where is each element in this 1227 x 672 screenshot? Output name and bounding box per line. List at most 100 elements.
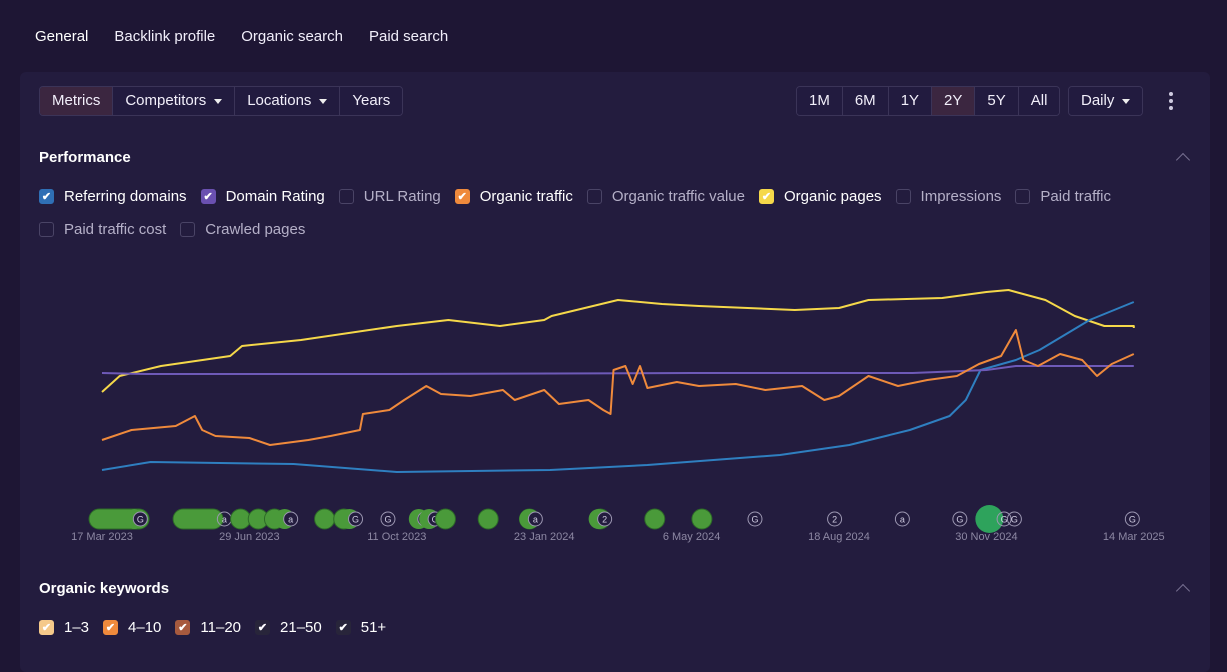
x-tick-label: 11 Oct 2023 bbox=[367, 531, 426, 543]
range-2y[interactable]: 2Y bbox=[932, 87, 976, 115]
checkbox-box: ✔ bbox=[200, 189, 216, 204]
event-marker[interactable] bbox=[644, 508, 666, 530]
checkbox-box bbox=[1015, 189, 1031, 204]
checkbox-box bbox=[338, 189, 354, 204]
series-line-organic-pages bbox=[101, 289, 1135, 393]
event-icon[interactable] bbox=[283, 511, 299, 527]
interval-dropdown[interactable]: Daily bbox=[1068, 86, 1144, 116]
series-line-domain-rating bbox=[101, 365, 1134, 375]
event-icon[interactable] bbox=[952, 511, 968, 527]
checkbox-url-rating[interactable]: URL Rating bbox=[338, 188, 441, 205]
metrics-button[interactable]: Metrics bbox=[40, 87, 114, 115]
performance-chart[interactable]: 17 Mar 2023 29 Jun 2023 11 Oct 2023 23 Jan … bbox=[0, 0, 1227, 560]
event-icon[interactable] bbox=[996, 511, 1012, 527]
checkbox-label: 1–3 bbox=[64, 619, 90, 636]
checkbox-box: ✔ bbox=[175, 620, 191, 635]
checkbox-domain-rating[interactable]: ✔ Domain Rating bbox=[200, 188, 325, 205]
checkbox-impressions[interactable]: Impressions bbox=[895, 188, 1002, 205]
event-marker[interactable] bbox=[477, 508, 499, 530]
checkbox-position-1[interactable]: ✔ 4–10 bbox=[103, 619, 161, 636]
event-icon-label: a bbox=[222, 515, 227, 525]
range-all[interactable]: All bbox=[1018, 87, 1060, 115]
checkbox-label: Crawled pages bbox=[205, 221, 306, 238]
checkbox-paid-traffic-cost[interactable]: Paid traffic cost bbox=[39, 221, 166, 238]
checkbox-paid-traffic[interactable]: Paid traffic bbox=[1015, 188, 1111, 205]
event-marker[interactable] bbox=[230, 508, 252, 530]
event-marker[interactable] bbox=[314, 508, 336, 530]
event-icon[interactable] bbox=[597, 511, 613, 527]
event-icon-label: G bbox=[1129, 515, 1136, 525]
event-marker[interactable] bbox=[975, 505, 1004, 533]
event-icon[interactable] bbox=[747, 511, 763, 527]
organic-keywords-title: Organic keywords bbox=[39, 580, 170, 597]
event-icon-label: G bbox=[1001, 515, 1008, 525]
caret-down-icon bbox=[214, 98, 223, 104]
metrics-row-2: Paid traffic cost Crawled pages bbox=[39, 221, 319, 238]
range-6m[interactable]: 6M bbox=[842, 87, 889, 115]
checkbox-label: 11–20 bbox=[200, 619, 242, 636]
checkbox-position-0[interactable]: ✔ 1–3 bbox=[39, 619, 89, 636]
tab-organic-search[interactable]: Organic search bbox=[241, 28, 343, 45]
checkbox-position-2[interactable]: ✔ 11–20 bbox=[175, 619, 241, 636]
event-icon-label: G bbox=[1011, 515, 1018, 525]
x-tick-label: 14 Mar 2025 bbox=[1103, 531, 1165, 543]
checkbox-label: 51+ bbox=[360, 619, 387, 636]
x-tick-label: 30 Nov 2024 bbox=[955, 531, 1017, 543]
checkbox-label: Organic pages bbox=[783, 188, 882, 205]
checkbox-box bbox=[39, 222, 54, 237]
tab-general[interactable]: General bbox=[35, 28, 89, 45]
more-options-icon[interactable] bbox=[1168, 92, 1174, 110]
checkbox-label: Impressions bbox=[920, 188, 1002, 205]
event-marker[interactable] bbox=[172, 508, 224, 530]
overview-panel: Metrics Competitors Locations Years 1M 6… bbox=[20, 72, 1210, 672]
locations-label: Locations bbox=[247, 92, 312, 109]
metrics-label: Metrics bbox=[52, 92, 101, 109]
event-icon-label: 2 bbox=[832, 515, 837, 525]
event-icon[interactable] bbox=[348, 511, 364, 527]
x-tick-label: 29 Jun 2023 bbox=[219, 531, 280, 543]
event-marker[interactable] bbox=[691, 508, 713, 530]
event-icon-label: G bbox=[384, 515, 391, 525]
checkbox-box: ✔ bbox=[255, 620, 271, 635]
event-icon[interactable] bbox=[132, 511, 148, 527]
range-5y[interactable]: 5Y bbox=[975, 87, 1019, 115]
range-1m[interactable]: 1M bbox=[797, 87, 843, 115]
years-label: Years bbox=[352, 92, 391, 109]
checkbox-box bbox=[180, 222, 196, 237]
view-mode-group: Metrics Competitors Locations Years bbox=[39, 86, 404, 116]
checkbox-label: 4–10 bbox=[128, 619, 162, 636]
checkbox-label: 21–50 bbox=[280, 619, 322, 636]
event-icon[interactable] bbox=[1006, 511, 1022, 527]
event-icon[interactable] bbox=[1124, 511, 1140, 527]
years-button[interactable]: Years bbox=[340, 87, 403, 115]
tab-paid-search[interactable]: Paid search bbox=[368, 28, 449, 45]
event-icon-label: G bbox=[751, 515, 758, 525]
collapse-keywords-icon[interactable] bbox=[1175, 583, 1191, 599]
checkbox-referring-domains[interactable]: ✔ Referring domains bbox=[39, 188, 187, 205]
event-icon-label: a bbox=[900, 515, 905, 525]
locations-dropdown[interactable]: Locations bbox=[235, 87, 341, 115]
checkbox-organic-pages[interactable]: ✔ Organic pages bbox=[758, 188, 882, 205]
performance-title: Performance bbox=[39, 149, 131, 166]
event-icon[interactable] bbox=[827, 511, 843, 527]
checkbox-box: ✔ bbox=[335, 620, 351, 635]
event-marker[interactable] bbox=[434, 508, 456, 530]
checkbox-box: ✔ bbox=[39, 620, 54, 635]
event-icon[interactable] bbox=[380, 511, 396, 527]
checkbox-position-4[interactable]: ✔ 51+ bbox=[335, 619, 387, 636]
checkbox-label: URL Rating bbox=[363, 188, 441, 205]
checkbox-organic-traffic[interactable]: ✔ Organic traffic bbox=[454, 188, 573, 205]
checkbox-crawled-pages[interactable]: Crawled pages bbox=[180, 221, 305, 238]
event-icon[interactable] bbox=[894, 511, 910, 527]
main-tabs: General Backlink profile Organic search … bbox=[22, 20, 461, 53]
checkbox-label: Organic traffic value bbox=[611, 188, 745, 205]
checkbox-position-3[interactable]: ✔ 21–50 bbox=[255, 619, 322, 636]
checkbox-organic-traffic-value[interactable]: Organic traffic value bbox=[586, 188, 745, 205]
tab-backlink-profile[interactable]: Backlink profile bbox=[114, 28, 216, 45]
checkbox-box: ✔ bbox=[39, 189, 54, 204]
event-icon[interactable] bbox=[527, 511, 543, 527]
checkbox-label: Referring domains bbox=[64, 188, 187, 205]
checkbox-label: Organic traffic bbox=[479, 188, 573, 205]
competitors-dropdown[interactable]: Competitors bbox=[113, 87, 236, 115]
range-1y[interactable]: 1Y bbox=[888, 87, 933, 115]
